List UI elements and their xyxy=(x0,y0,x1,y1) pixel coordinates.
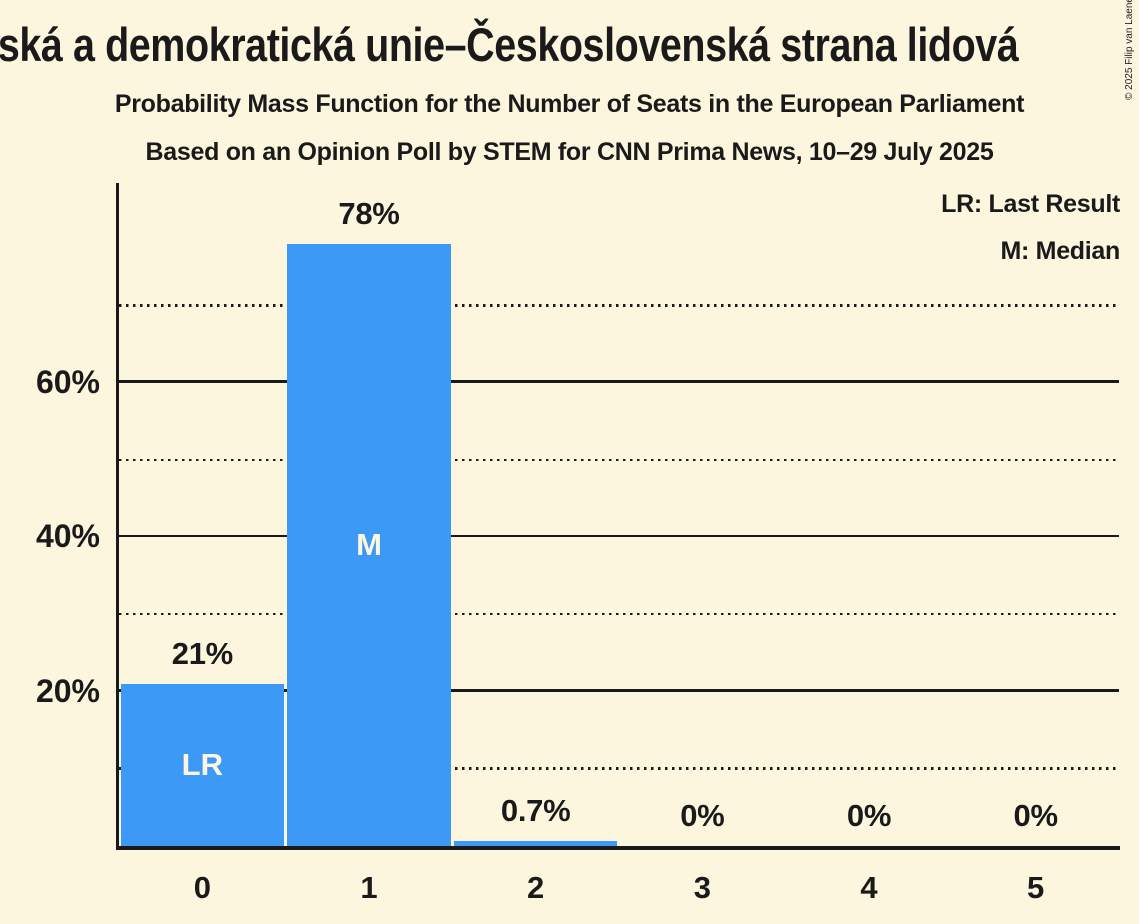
bar-value-label-5: 0% xyxy=(1013,798,1059,833)
legend-median: M: Median xyxy=(1000,237,1120,265)
bar-annotation-lr: LR xyxy=(181,746,223,782)
x-axis-label-3: 3 xyxy=(693,870,711,905)
dotted-gridline-70 xyxy=(119,304,1119,307)
legend-last-result: LR: Last Result xyxy=(941,190,1120,218)
dotted-gridline-10 xyxy=(119,767,1119,770)
bar-annotation-m: M xyxy=(356,526,382,562)
chart-title: Křesťanská a demokratická unie–Českoslov… xyxy=(0,18,1019,71)
y-axis-label-60: 60% xyxy=(35,363,100,400)
x-axis-label-1: 1 xyxy=(360,870,378,905)
bar-value-label-2: 0.7% xyxy=(500,792,571,828)
bar-value-label-3: 0% xyxy=(680,798,725,833)
x-axis-label-2: 2 xyxy=(527,870,545,905)
bar-2 xyxy=(453,840,618,846)
x-axis-line xyxy=(115,846,1120,850)
bar-value-label-4: 0% xyxy=(846,798,892,833)
gridline-60 xyxy=(119,380,1119,383)
y-axis-label-20: 20% xyxy=(35,672,100,709)
gridline-20 xyxy=(119,689,1119,692)
bar-value-label-0: 21% xyxy=(171,635,233,671)
chart-subtitle: Probability Mass Function for the Number… xyxy=(114,90,1025,118)
y-axis-label-40: 40% xyxy=(35,518,100,555)
x-axis-label-0: 0 xyxy=(193,870,211,905)
dotted-gridline-50 xyxy=(119,458,1119,461)
y-axis-line xyxy=(115,183,119,849)
dotted-gridline-30 xyxy=(119,612,1119,616)
x-axis-label-5: 5 xyxy=(1027,870,1045,905)
gridline-40 xyxy=(119,534,1119,538)
bar-value-label-1: 78% xyxy=(338,195,400,231)
x-axis-label-4: 4 xyxy=(860,870,878,905)
bar-1 xyxy=(287,243,451,846)
bar-0 xyxy=(120,683,285,846)
chart-source-line: Based on an Opinion Poll by STEM for CNN… xyxy=(145,138,994,166)
legend: LR: Last Result M: Median xyxy=(941,181,1120,275)
